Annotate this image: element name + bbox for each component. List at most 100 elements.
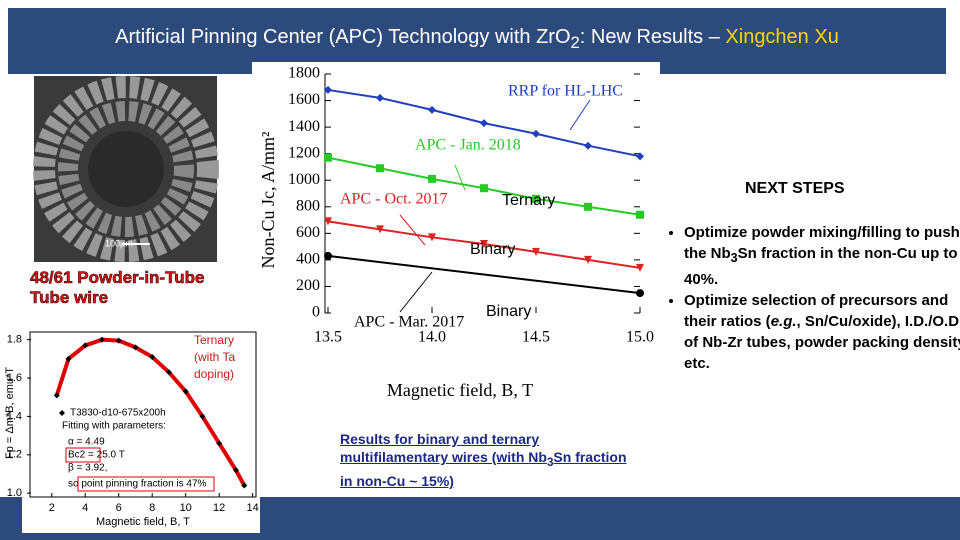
x-axis-label: Magnetic field, B, T bbox=[387, 380, 533, 400]
scale-label: 100µm bbox=[105, 238, 133, 248]
bullet: Optimize selection of precursors and the… bbox=[684, 290, 960, 374]
marker bbox=[182, 388, 189, 395]
title-author: Xingchen Xu bbox=[725, 26, 839, 48]
plot-frame bbox=[29, 331, 257, 498]
marker bbox=[428, 174, 436, 183]
x-tick-label: 13.5 bbox=[314, 329, 342, 346]
y-tick-label: 1.4 bbox=[7, 410, 22, 422]
series-label: APC - Mar. 2017 bbox=[354, 314, 464, 331]
annotation: α = 4.49 bbox=[68, 437, 105, 448]
bullet: Optimize powder mixing/filling to push t… bbox=[684, 222, 960, 290]
x-tick-label: 4 bbox=[82, 502, 88, 514]
annotation: Ternary bbox=[502, 192, 555, 209]
marker bbox=[232, 467, 239, 474]
title-subscript: 2 bbox=[570, 33, 580, 52]
marker bbox=[115, 337, 122, 344]
results-caption: Results for binary and ternary multifila… bbox=[340, 430, 640, 490]
y-tick-label: 0 bbox=[312, 304, 320, 321]
x-axis-label: Magnetic field, B, T bbox=[96, 516, 190, 528]
marker bbox=[199, 413, 206, 420]
legend-entry: T3830-d10-675x200h bbox=[70, 408, 166, 419]
series-label: APC - Oct. 2017 bbox=[340, 191, 448, 208]
bullet-text: Optimize powder mixing/filling to push t… bbox=[684, 224, 960, 262]
marker bbox=[98, 336, 105, 343]
wire-caption: 48/61 Powder-in-Tube Tube wire bbox=[30, 268, 205, 308]
y-tick-label: 1.6 bbox=[7, 372, 22, 384]
title-text: Artificial Pinning Center (APC) Technolo… bbox=[115, 26, 571, 48]
bullet-text: , Sn/Cu/oxide), I.D./O.D. of Nb-Zr tubes… bbox=[684, 313, 960, 372]
y-tick-label: 600 bbox=[296, 224, 320, 241]
marker bbox=[53, 392, 60, 399]
arrows bbox=[399, 99, 591, 313]
bullet-italic: e.g. bbox=[770, 313, 797, 330]
marker bbox=[636, 263, 644, 272]
bullet-subscript: 3 bbox=[730, 251, 738, 265]
x-tick-label: 6 bbox=[116, 502, 122, 514]
x-tick-label: 10 bbox=[180, 502, 192, 514]
y-tick-label: 200 bbox=[296, 277, 320, 294]
title-text: : New Results – bbox=[579, 26, 726, 48]
bullet-text: Sn fraction in the non-Cu up to 40%. bbox=[684, 245, 958, 288]
marker bbox=[480, 119, 488, 128]
y-tick-label: 1000 bbox=[288, 171, 320, 188]
next-steps-heading: NEXT STEPS bbox=[745, 180, 845, 197]
marker bbox=[532, 194, 540, 203]
y-tick-label: 1.2 bbox=[7, 449, 22, 461]
x-tick-label: 2 bbox=[49, 502, 55, 514]
y-tick-label: 1.8 bbox=[7, 334, 22, 346]
y-tick-label: 1400 bbox=[288, 118, 320, 135]
annotation: Fitting with parameters: bbox=[62, 421, 166, 432]
y-tick-label: 400 bbox=[296, 251, 320, 268]
series-line bbox=[327, 254, 641, 295]
y-tick-label: 800 bbox=[296, 197, 320, 214]
marker bbox=[584, 141, 592, 150]
marker bbox=[324, 85, 332, 94]
x-tick-label: 14.0 bbox=[418, 329, 446, 346]
series-label: APC - Jan. 2018 bbox=[415, 137, 521, 154]
marker bbox=[82, 342, 89, 349]
annotation: Bc2 = 25.0 T bbox=[68, 450, 125, 461]
y-tick-label: 1.0 bbox=[7, 487, 22, 499]
marker bbox=[165, 369, 172, 376]
marker bbox=[636, 152, 644, 161]
marker bbox=[532, 129, 540, 138]
marker bbox=[376, 164, 384, 173]
highlight-box bbox=[77, 476, 215, 492]
series-label: RRP for HL-LHC bbox=[508, 83, 623, 100]
marker bbox=[584, 202, 592, 211]
slide-title: Artificial Pinning Center (APC) Technolo… bbox=[8, 26, 946, 53]
bullet-text: Optimize selection of precursors and the… bbox=[684, 292, 949, 330]
marker bbox=[480, 184, 488, 193]
micrograph: 100µm bbox=[33, 76, 219, 262]
marker bbox=[532, 247, 540, 256]
x-tick-label: 8 bbox=[149, 502, 155, 514]
marker bbox=[376, 93, 384, 102]
marker bbox=[428, 105, 436, 114]
caption-text: Sn fraction in non-Cu ~ 15%) bbox=[340, 449, 627, 489]
marker bbox=[216, 440, 223, 447]
marker bbox=[428, 233, 436, 242]
caption-subscript: 3 bbox=[546, 455, 554, 469]
marker bbox=[636, 289, 644, 298]
marker bbox=[324, 153, 332, 162]
y-tick-label: 1200 bbox=[288, 144, 320, 161]
marker bbox=[324, 217, 332, 226]
marker bbox=[480, 239, 488, 248]
caption-text: Results for binary and ternary multifila… bbox=[340, 431, 547, 465]
marker bbox=[132, 344, 139, 351]
chart-note: Ternary (with Ta doping) bbox=[194, 333, 236, 381]
marker bbox=[59, 410, 65, 416]
x-tick-label: 14 bbox=[247, 502, 259, 514]
marker bbox=[241, 482, 248, 489]
annotation: Binary bbox=[486, 303, 531, 320]
highlight-box bbox=[65, 447, 101, 463]
annotation: Binary bbox=[470, 241, 515, 258]
marker bbox=[584, 255, 592, 264]
marker bbox=[636, 210, 644, 219]
x-tick-label: 15.0 bbox=[626, 329, 654, 346]
y-axis-label: Non-Cu Jc, A/mm² bbox=[258, 132, 278, 269]
marker bbox=[376, 225, 384, 234]
chart-panel bbox=[22, 325, 260, 533]
